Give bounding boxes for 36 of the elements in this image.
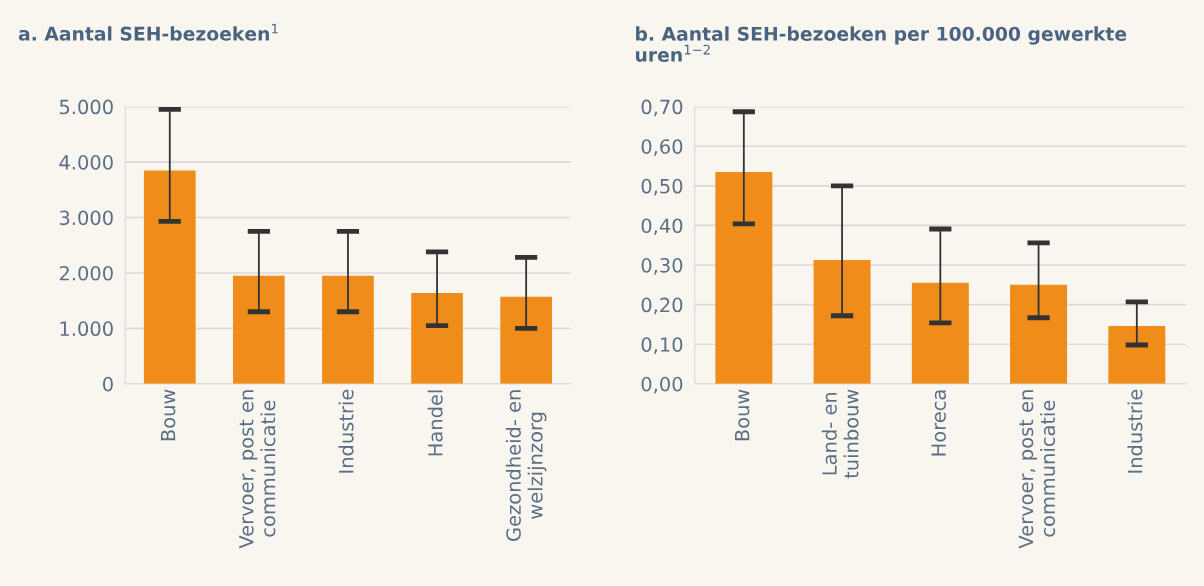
y-tick-label: 0,60 <box>641 139 683 156</box>
bar <box>911 282 969 384</box>
x-tick-label: Bouw <box>735 389 750 441</box>
y-tick-label: 0 <box>103 376 113 392</box>
y-tick-label: 4.000 <box>59 155 113 170</box>
bar <box>500 296 552 384</box>
x-tick-label: Gezondheid- en welzijnzorg <box>505 390 547 541</box>
chart-title: a. Aantal SEH-bezoeken$^{1}$ <box>18 23 278 41</box>
y-tick-label: 0,10 <box>641 337 683 354</box>
bar <box>1108 326 1166 384</box>
y-tick-label: 5.000 <box>59 99 113 115</box>
bar <box>322 275 374 384</box>
y-tick-label: 1.000 <box>60 321 113 337</box>
x-tick-label: Industrie <box>338 389 354 473</box>
bar <box>1010 284 1068 384</box>
chart-title: b. Aantal SEH-bezoeken per 100.000 gewerkte uren$^{1−2}$ <box>635 26 1127 62</box>
x-tick-label: Bouw <box>160 389 176 441</box>
x-tick-label: Industrie <box>1127 389 1143 473</box>
y-tick-label: 0,40 <box>641 218 683 236</box>
x-tick-label: Vervoer, post en communicatie <box>239 390 276 549</box>
bar <box>715 171 773 384</box>
bar <box>143 170 196 384</box>
y-tick-label: 0,50 <box>641 178 683 196</box>
y-tick-label: 2.000 <box>59 265 113 281</box>
bar <box>411 292 463 384</box>
bar <box>813 259 871 384</box>
y-tick-label: 0,20 <box>641 297 683 315</box>
x-tick-label: Vervoer, post en communicatie <box>1018 390 1056 549</box>
x-tick-label: Land- en tuinbouw <box>821 389 859 479</box>
y-tick-label: 0,70 <box>641 99 683 117</box>
y-tick-label: 3.000 <box>59 210 113 226</box>
y-tick-label: 0,30 <box>641 258 683 275</box>
x-tick-label: Handel <box>427 390 443 456</box>
y-tick-label: 0,00 <box>641 376 683 394</box>
bar <box>233 275 285 384</box>
x-tick-label: Horeca <box>931 390 946 456</box>
